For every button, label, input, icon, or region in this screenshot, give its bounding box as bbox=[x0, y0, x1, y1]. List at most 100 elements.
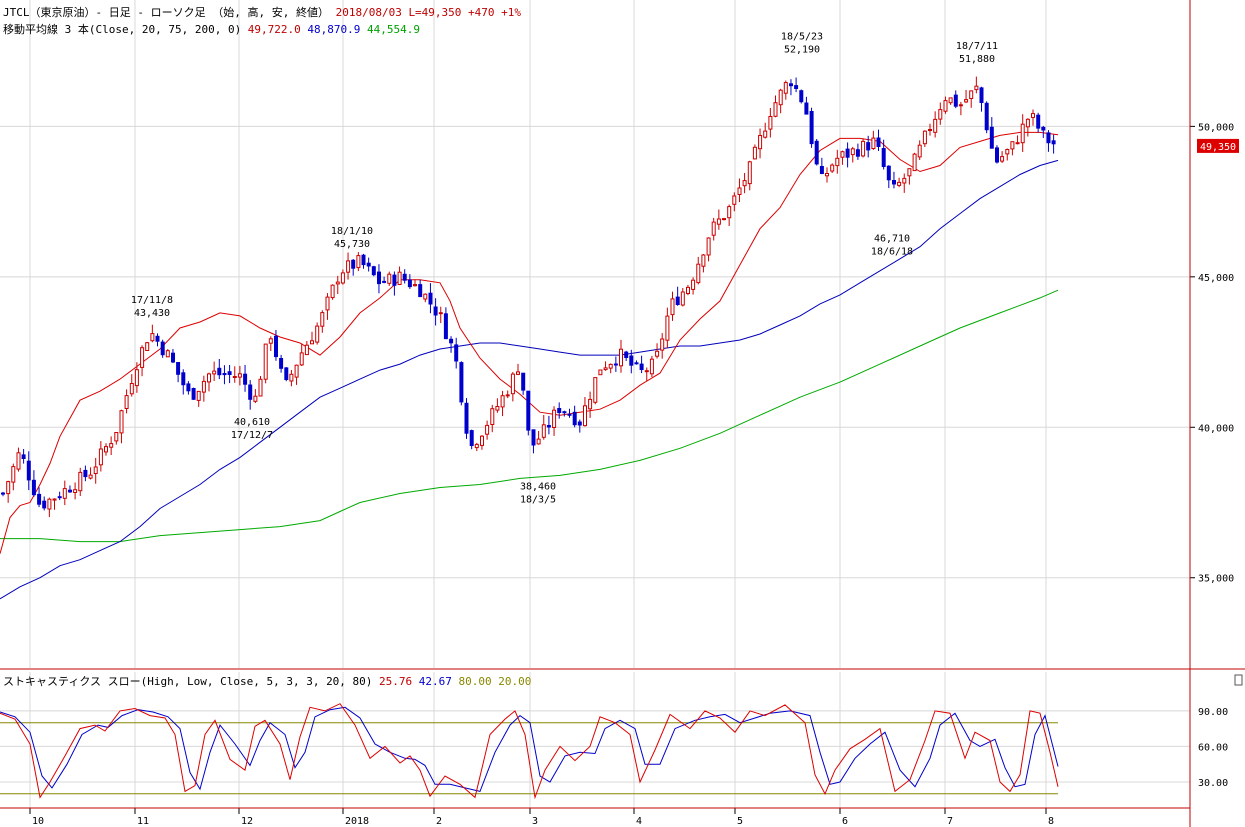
candle-body-189 bbox=[974, 85, 979, 91]
ma-legend-seg-2: 48,870.9 bbox=[301, 23, 361, 36]
candle-145 bbox=[747, 160, 752, 191]
candle-21 bbox=[109, 436, 114, 455]
candle-body-160 bbox=[825, 173, 829, 177]
candle-91 bbox=[469, 429, 474, 450]
candle-162 bbox=[835, 149, 840, 174]
candle-31 bbox=[160, 339, 165, 358]
candle-70 bbox=[361, 253, 366, 269]
candle-59 bbox=[304, 341, 309, 356]
candle-172 bbox=[886, 165, 891, 189]
candle-body-67 bbox=[346, 260, 351, 273]
candle-97 bbox=[500, 390, 505, 417]
price-tick-label-3: 50,000 bbox=[1198, 122, 1234, 133]
title-seg-1: 2018/08/03 L=49,350 +470 +1% bbox=[329, 6, 521, 19]
stoch-legend-seg-4: 20.00 bbox=[492, 675, 532, 688]
candle-body-93 bbox=[480, 435, 484, 446]
candle-57 bbox=[294, 364, 299, 385]
candle-42 bbox=[217, 359, 222, 380]
candle-body-97 bbox=[500, 395, 505, 408]
candle-56 bbox=[289, 370, 294, 387]
candle-201 bbox=[1036, 112, 1041, 133]
candle-3 bbox=[16, 447, 21, 472]
annotation-6-line2: 51,880 bbox=[959, 54, 995, 65]
candle-body-86 bbox=[443, 313, 448, 340]
candle-113 bbox=[583, 397, 587, 427]
candle-body-145 bbox=[747, 161, 752, 185]
candle-body-81 bbox=[418, 284, 423, 298]
candle-55 bbox=[284, 367, 289, 382]
candle-body-151 bbox=[778, 89, 783, 106]
candle-body-120 bbox=[619, 348, 623, 367]
candle-body-60 bbox=[310, 340, 314, 345]
candle-body-112 bbox=[577, 421, 582, 426]
candle-body-85 bbox=[438, 312, 443, 315]
candle-body-108 bbox=[557, 408, 562, 413]
candle-12 bbox=[62, 480, 67, 506]
candle-body-175 bbox=[902, 177, 907, 184]
candle-body-179 bbox=[922, 130, 927, 145]
chart-title: JTCL（東京原油）- 日足 - ローソク足 （始, 高, 安, 終値） 201… bbox=[3, 5, 521, 19]
candle-body-36 bbox=[186, 383, 191, 392]
candle-body-7 bbox=[37, 493, 42, 505]
candle-86 bbox=[443, 307, 448, 340]
ma-legend-seg-0: 移動平均線 3 本(Close, 20, 75, 200, 0) bbox=[3, 22, 241, 36]
candle-body-172 bbox=[886, 165, 891, 181]
candle-80 bbox=[413, 279, 417, 287]
candle-body-163 bbox=[840, 151, 845, 158]
candle-25 bbox=[129, 374, 134, 397]
candle-152 bbox=[783, 80, 788, 100]
candle-body-37 bbox=[191, 388, 196, 400]
candle-body-186 bbox=[958, 104, 963, 107]
candle-body-54 bbox=[279, 358, 284, 369]
candlesticks bbox=[1, 76, 1056, 518]
candle-10 bbox=[52, 498, 57, 510]
candle-29 bbox=[150, 324, 155, 343]
candle-106 bbox=[546, 415, 551, 435]
ma75-line bbox=[0, 159, 1059, 600]
candle-body-115 bbox=[593, 377, 598, 403]
candle-body-156 bbox=[804, 102, 809, 115]
candle-2 bbox=[11, 463, 16, 491]
candle-150 bbox=[773, 95, 778, 118]
candle-28 bbox=[145, 341, 150, 352]
panel-toggle-button[interactable] bbox=[1234, 674, 1243, 686]
candle-body-200 bbox=[1031, 113, 1035, 118]
candle-body-100 bbox=[516, 371, 520, 375]
candle-body-45 bbox=[232, 376, 237, 378]
candle-20 bbox=[104, 443, 108, 456]
candle-47 bbox=[243, 364, 248, 392]
candle-116 bbox=[598, 369, 603, 376]
candle-9 bbox=[47, 497, 52, 518]
candle-body-110 bbox=[567, 413, 572, 416]
month-label-9: 7 bbox=[947, 816, 953, 827]
candle-96 bbox=[495, 398, 500, 413]
candle-body-113 bbox=[583, 405, 587, 427]
ma20-line bbox=[0, 131, 1059, 554]
annotation-2-line2: 45,730 bbox=[334, 239, 370, 250]
candle-body-46 bbox=[237, 373, 242, 378]
candle-body-12 bbox=[62, 488, 67, 499]
candle-body-76 bbox=[392, 274, 397, 286]
candle-155 bbox=[799, 89, 804, 104]
candle-body-22 bbox=[114, 432, 119, 442]
candle-body-149 bbox=[768, 116, 773, 130]
candle-body-182 bbox=[938, 109, 943, 120]
candle-183 bbox=[943, 96, 948, 114]
candle-185 bbox=[953, 90, 958, 109]
price-annotations: 17/11/8 43,430 40,610 17/12/7 18/1/10 45,730 3… bbox=[131, 31, 998, 505]
candle-101 bbox=[521, 372, 526, 395]
candle-body-82 bbox=[423, 293, 428, 300]
candle-203 bbox=[1046, 130, 1051, 152]
candle-83 bbox=[428, 283, 433, 314]
candle-176 bbox=[907, 168, 912, 185]
candle-body-143 bbox=[737, 187, 742, 195]
candle-178 bbox=[917, 140, 922, 160]
candle-body-148 bbox=[763, 130, 768, 138]
candle-108 bbox=[557, 402, 562, 419]
candle-63 bbox=[325, 293, 330, 320]
candle-body-1 bbox=[6, 481, 11, 495]
candle-body-165 bbox=[850, 148, 855, 156]
candle-body-73 bbox=[377, 271, 381, 285]
price-tick-label-1: 40,000 bbox=[1198, 423, 1234, 434]
candle-body-129 bbox=[665, 315, 670, 341]
